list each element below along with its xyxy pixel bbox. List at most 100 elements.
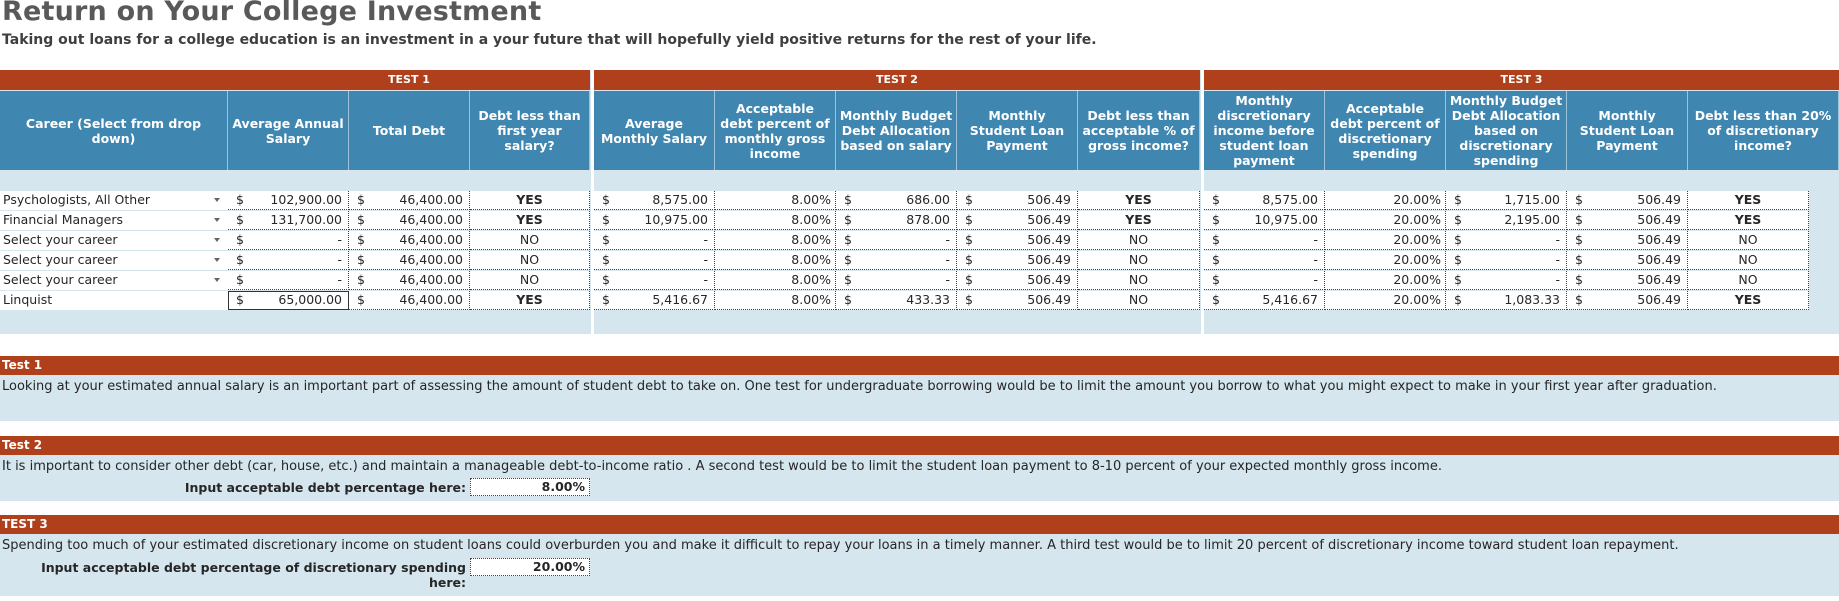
cell-value: 506.49 (1637, 272, 1681, 287)
career-select[interactable]: Linquist (0, 291, 228, 310)
currency-symbol: $ (236, 272, 244, 287)
currency-symbol: $ (602, 272, 610, 287)
cell-value: 506.49 (1027, 212, 1071, 227)
header-avg-annual-salary: Average Annual Salary (228, 91, 349, 170)
career-select[interactable]: Psychologists, All Other (0, 191, 228, 210)
discretionary-percentage-label: Input acceptable debt percentage of disc… (41, 560, 466, 590)
career-select[interactable]: Select your career (0, 251, 228, 270)
cell-dpayment: $506.49 (1567, 211, 1688, 230)
currency-symbol: $ (1454, 192, 1462, 207)
cell-disc: $5,416.67 (1204, 291, 1325, 310)
band-test3: TEST 3 (1204, 70, 1839, 90)
currency-symbol: $ (357, 272, 365, 287)
cell-value: 506.49 (1637, 252, 1681, 267)
cell-annual: $ - (228, 251, 349, 270)
cell-pct: 8.00% (715, 251, 836, 270)
cell-t3-result: YES (1688, 291, 1809, 310)
discretionary-percentage-input[interactable]: 20.00% (470, 558, 590, 576)
cell-value: 10,975.00 (644, 212, 708, 227)
cell-monthly: $ - (594, 271, 715, 290)
debt-percentage-input[interactable]: 8.00% (470, 478, 590, 496)
note-test1-text: Looking at your estimated annual salary … (2, 379, 1717, 394)
currency-symbol: $ (602, 232, 610, 247)
cell-value: 506.49 (1027, 232, 1071, 247)
currency-symbol: $ (965, 232, 973, 247)
currency-symbol: $ (1454, 292, 1462, 307)
cell-debt: $46,400.00 (349, 211, 470, 230)
cell-monthly: $ - (594, 231, 715, 250)
currency-symbol: $ (1575, 272, 1583, 287)
cell-value: 46,400.00 (399, 272, 463, 287)
cell-value: 686.00 (906, 192, 950, 207)
header-discretionary-income: Monthly discretionary income before stud… (1204, 91, 1325, 170)
currency-symbol: $ (602, 212, 610, 227)
cell-payment: $506.49 (957, 251, 1078, 270)
cell-value: 131,700.00 (270, 212, 342, 227)
band-test1: TEST 1 (228, 70, 590, 90)
cell-value: 46,400.00 (399, 192, 463, 207)
currency-symbol: $ (602, 192, 610, 207)
cell-value: - (1313, 252, 1318, 267)
cell-dpayment: $506.49 (1567, 191, 1688, 210)
cell-pct: 8.00% (715, 191, 836, 210)
cell-dalloc: $1,715.00 (1446, 191, 1567, 210)
cell-disc: $10,975.00 (1204, 211, 1325, 230)
currency-symbol: $ (1212, 192, 1220, 207)
career-select[interactable]: Financial Managers (0, 211, 228, 230)
note-test2-text: It is important to consider other debt (… (2, 459, 1442, 474)
cell-value: 506.49 (1637, 292, 1681, 307)
cell-value: - (703, 232, 708, 247)
cell-value: 506.49 (1027, 192, 1071, 207)
cell-alloc: $ - (836, 271, 957, 290)
cell-monthly: $ - (594, 251, 715, 270)
cell-value: 878.00 (906, 212, 950, 227)
currency-symbol: $ (1454, 232, 1462, 247)
cell-value: - (1555, 272, 1560, 287)
section-divider (591, 70, 594, 334)
cell-debt: $46,400.00 (349, 191, 470, 210)
note-test1-heading: Test 1 (0, 356, 1839, 375)
cell-alloc: $ - (836, 251, 957, 270)
cell-value: 506.49 (1637, 232, 1681, 247)
cell-value: 46,400.00 (399, 292, 463, 307)
cell-dpct: 20.00% (1325, 291, 1446, 310)
header-monthly-loan-payment: Monthly Student Loan Payment (957, 91, 1078, 170)
cell-payment: $506.49 (957, 191, 1078, 210)
career-select[interactable]: Select your career (0, 271, 228, 290)
cell-t2-result: YES (1078, 191, 1200, 210)
debt-percentage-label: Input acceptable debt percentage here: (184, 480, 466, 495)
currency-symbol: $ (236, 212, 244, 227)
cell-value: 5,416.67 (1262, 292, 1318, 307)
currency-symbol: $ (236, 192, 244, 207)
header-debt-less-than-salary: Debt less than first year salary? (470, 91, 590, 170)
currency-symbol: $ (236, 252, 244, 267)
currency-symbol: $ (1454, 212, 1462, 227)
chevron-down-icon[interactable] (214, 278, 220, 282)
cell-annual[interactable]: $65,000.00 (228, 291, 349, 310)
cell-value: 506.49 (1637, 192, 1681, 207)
career-select[interactable]: Select your career (0, 231, 228, 250)
cell-value: - (703, 252, 708, 267)
header-acceptable-debt-percent: Acceptable debt percent of monthly gross… (715, 91, 836, 170)
currency-symbol: $ (965, 292, 973, 307)
cell-value: 5,416.67 (652, 292, 708, 307)
chevron-down-icon[interactable] (214, 198, 220, 202)
currency-symbol: $ (1212, 292, 1220, 307)
chevron-down-icon[interactable] (214, 258, 220, 262)
cell-disc: $ - (1204, 231, 1325, 250)
cell-value: - (337, 252, 342, 267)
currency-symbol: $ (236, 292, 244, 307)
cell-dpayment: $506.49 (1567, 231, 1688, 250)
note-test2-body: It is important to consider other debt (… (0, 455, 1839, 501)
cell-value: - (337, 232, 342, 247)
cell-t1-result: NO (470, 271, 590, 290)
cell-dpayment: $506.49 (1567, 251, 1688, 270)
chevron-down-icon[interactable] (214, 238, 220, 242)
note-test1-body: Looking at your estimated annual salary … (0, 375, 1839, 421)
currency-symbol: $ (236, 232, 244, 247)
cell-dpct: 20.00% (1325, 211, 1446, 230)
currency-symbol: $ (1212, 252, 1220, 267)
cell-alloc: $ - (836, 231, 957, 250)
chevron-down-icon[interactable] (214, 218, 220, 222)
cell-t1-result: NO (470, 231, 590, 250)
